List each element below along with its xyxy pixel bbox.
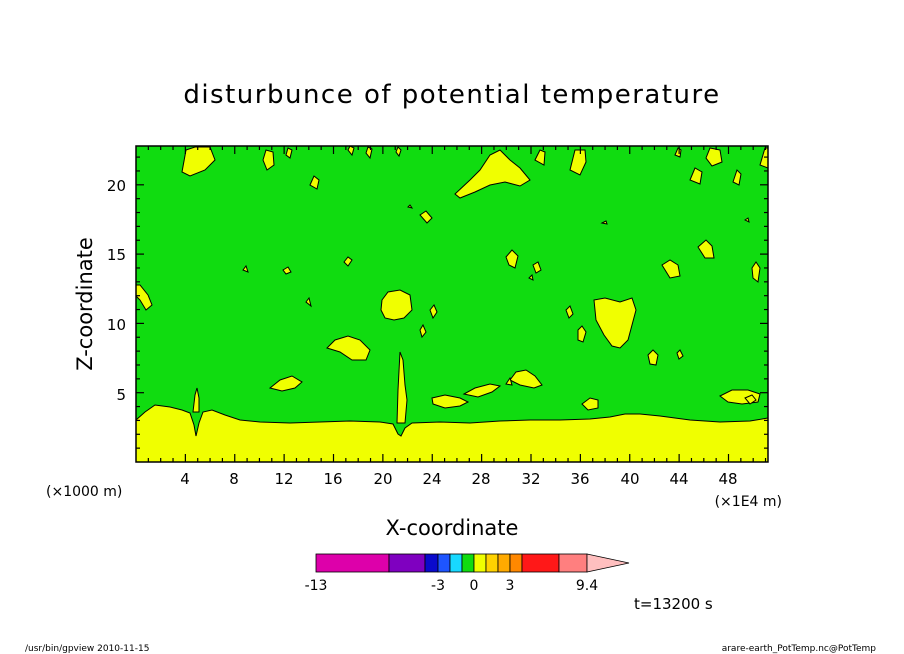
blob xyxy=(581,397,599,411)
blob xyxy=(181,146,216,177)
blob xyxy=(305,296,312,308)
colorbar-swatch xyxy=(315,553,390,573)
blob xyxy=(705,147,723,167)
blob xyxy=(343,256,353,267)
background-region-green xyxy=(136,146,768,462)
colorbar-extension-triangle xyxy=(586,553,630,573)
low-layer-yellow xyxy=(135,404,769,463)
colorbar-swatch xyxy=(521,553,560,573)
chart-title: disturbunce of potential temperature xyxy=(183,80,720,110)
colorbar-swatch xyxy=(485,553,499,573)
blob xyxy=(689,167,703,185)
x-tick-label: 4 xyxy=(180,470,190,488)
x-tick-label: 32 xyxy=(521,470,540,488)
colorbar-swatch xyxy=(497,553,511,573)
colorbar-swatch xyxy=(558,553,588,573)
blob xyxy=(600,220,608,225)
colorbar-swatch xyxy=(449,553,463,573)
y-tick-label: 15 xyxy=(107,246,126,264)
blob xyxy=(565,305,574,319)
axis-ticks xyxy=(136,146,768,462)
blob xyxy=(242,264,249,273)
x-tick-labels: 4 8 12 16 20 24 28 32 36 40 44 48 xyxy=(180,470,737,488)
colorbar-label: -3 xyxy=(431,578,445,594)
blob xyxy=(732,169,742,186)
blob xyxy=(505,249,519,269)
footer-right: arare-earth_PotTemp.nc@PotTemp xyxy=(722,644,877,654)
x-tick-label: 36 xyxy=(570,470,589,488)
blob xyxy=(419,323,427,339)
x-unit-left-label: (×1000 m) xyxy=(46,484,122,500)
blobs xyxy=(135,145,769,411)
colorbar-labels: -13 -3 0 3 9.4 xyxy=(305,578,599,594)
time-label: t=13200 s xyxy=(634,595,713,613)
blob xyxy=(532,261,542,274)
x-tick-label: 48 xyxy=(718,470,737,488)
colorbar-swatch xyxy=(461,553,475,573)
x-tick-label: 44 xyxy=(669,470,688,488)
blob xyxy=(744,394,757,405)
blob xyxy=(285,147,293,159)
blob xyxy=(676,349,684,360)
blob xyxy=(262,149,275,171)
blob xyxy=(454,149,531,199)
blob xyxy=(751,261,761,283)
blob xyxy=(505,376,513,386)
blob xyxy=(380,289,413,321)
colorbar-label: 3 xyxy=(506,578,515,594)
spike-1 xyxy=(192,387,200,413)
x-tick-label: 16 xyxy=(323,470,342,488)
x-tick-label: 8 xyxy=(229,470,239,488)
colorbar-swatch xyxy=(388,553,426,573)
blob xyxy=(569,149,587,176)
blob xyxy=(326,335,371,361)
x-tick-label: 40 xyxy=(620,470,639,488)
colorbar-label: 9.4 xyxy=(576,578,598,594)
blob xyxy=(419,210,433,224)
blob xyxy=(462,383,502,398)
x-unit-right-label: (×1E4 m) xyxy=(715,494,782,510)
colorbar-swatch xyxy=(437,553,451,573)
blob xyxy=(268,375,303,392)
blob xyxy=(593,297,637,349)
x-axis-title: X-coordinate xyxy=(386,516,519,540)
blob xyxy=(528,273,534,281)
blob xyxy=(309,175,320,190)
blob xyxy=(407,204,414,209)
colorbar xyxy=(315,553,630,573)
colorbar-label: -13 xyxy=(305,578,328,594)
spike-2 xyxy=(396,351,408,424)
y-axis-title: Z-coordinate xyxy=(73,237,97,371)
blob xyxy=(647,349,659,366)
blob xyxy=(577,325,587,343)
blob xyxy=(429,304,438,320)
colorbar-label: 0 xyxy=(470,578,479,594)
blob xyxy=(282,266,292,275)
blob xyxy=(661,259,681,279)
footer-left: /usr/bin/gpview 2010-11-15 xyxy=(25,644,149,654)
colorbar-swatch xyxy=(424,553,439,573)
y-tick-labels: 5 10 15 20 xyxy=(107,177,126,404)
colorbar-swatch xyxy=(473,553,487,573)
blob xyxy=(534,149,546,166)
y-tick-label: 5 xyxy=(116,386,126,404)
blob xyxy=(744,217,750,223)
plot-area xyxy=(135,145,769,463)
x-tick-label: 12 xyxy=(274,470,293,488)
plot-frame xyxy=(135,145,769,463)
x-tick-label: 28 xyxy=(471,470,490,488)
colorbar-swatch xyxy=(509,553,523,573)
y-tick-label: 10 xyxy=(107,316,126,334)
blob xyxy=(395,146,402,158)
y-tick-label: 20 xyxy=(107,177,126,195)
blob xyxy=(347,145,355,157)
x-tick-label: 24 xyxy=(422,470,441,488)
blob xyxy=(509,369,543,389)
blob xyxy=(697,239,715,259)
blob xyxy=(431,394,470,409)
x-tick-label: 20 xyxy=(373,470,392,488)
